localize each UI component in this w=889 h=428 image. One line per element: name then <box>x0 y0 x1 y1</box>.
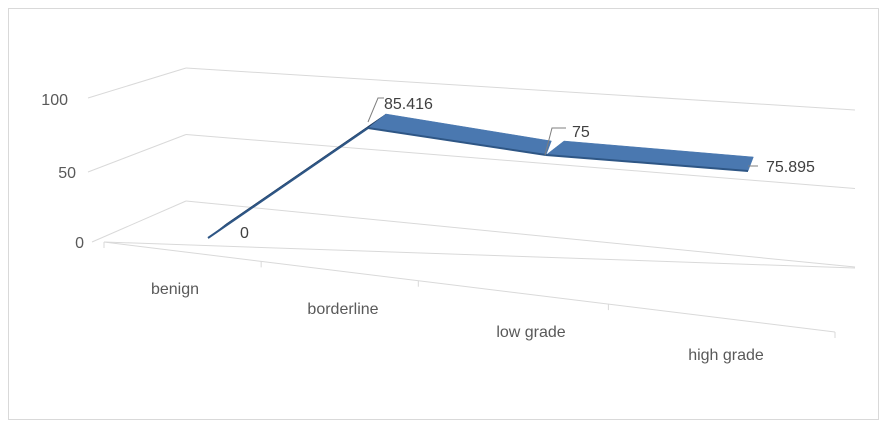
gridline-side-50 <box>87 134 187 173</box>
gridline-back-100 <box>185 67 856 111</box>
gridline-back-50 <box>185 134 856 189</box>
data-label-borderline: 85.416 <box>384 96 433 113</box>
y-tick-label-50: 50 <box>58 165 76 182</box>
gridline-back-0 <box>185 200 856 268</box>
chart-frame <box>8 8 879 420</box>
data-label-leaders <box>367 97 758 167</box>
category-label-borderline: borderline <box>307 301 378 318</box>
data-label-low-grade: 75 <box>572 124 590 141</box>
gridline-side-0 <box>91 200 187 243</box>
x-axis-categories: benign borderline low grade high grade <box>151 281 764 364</box>
leader-line-0 <box>367 97 384 123</box>
data-labels: 0 85.416 75 75.895 <box>240 96 815 242</box>
category-label-low-grade: low grade <box>496 324 565 341</box>
ribbon-edge-2 <box>545 154 749 172</box>
ribbon-segment-1 <box>367 113 552 156</box>
category-label-benign: benign <box>151 281 199 298</box>
gridline-side-100 <box>87 67 187 99</box>
series-ribbon <box>207 113 754 239</box>
y-tick-label-0: 0 <box>75 235 84 252</box>
leader-line-1 <box>544 127 566 156</box>
category-label-high-grade: high grade <box>688 347 764 364</box>
gridlines <box>87 67 856 338</box>
y-tick-label-100: 100 <box>41 92 68 109</box>
x-axis-front-line <box>103 241 836 333</box>
ribbon-edge-0 <box>207 127 369 239</box>
data-label-high-grade: 75.895 <box>766 159 815 176</box>
x-axis-floor-line <box>103 241 856 269</box>
y-axis-ticks: 0 50 100 <box>41 92 84 252</box>
data-label-benign: 0 <box>240 225 249 242</box>
ribbon-edge-1 <box>367 127 547 156</box>
